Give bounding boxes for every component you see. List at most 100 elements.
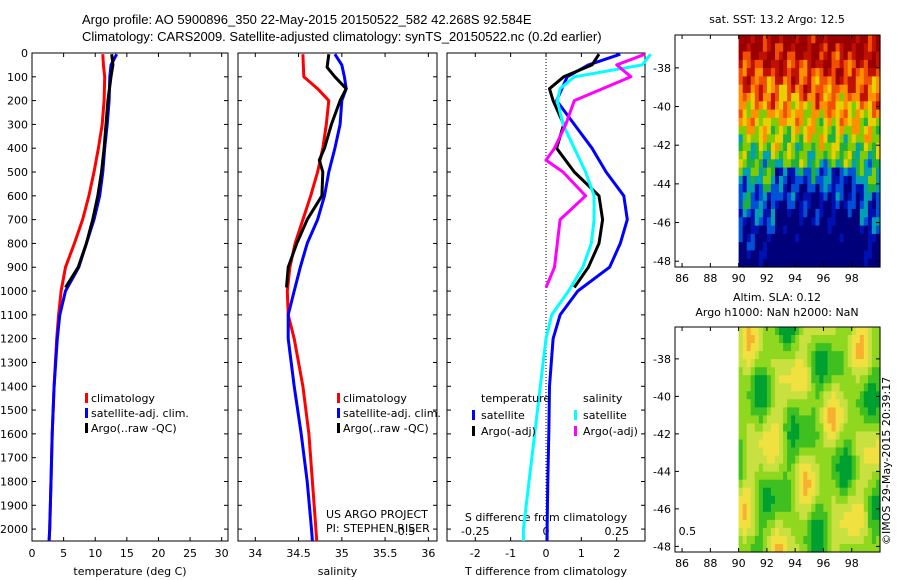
heat-cell [807,159,812,169]
heat-cell [762,479,768,489]
heat-cell [803,167,808,177]
heat-cell [742,93,748,102]
heat-cell [758,258,764,268]
heat-cell [843,343,849,352]
heat-cell [815,527,820,537]
heat-cell [831,495,837,505]
heat-cell [819,351,824,360]
heat-cell [783,359,788,368]
heat-cell [871,544,877,553]
heat-cell [787,76,792,86]
heat-cell [770,126,776,135]
heat-cell [815,455,820,465]
heat-cell [791,503,796,513]
heat-cell [754,184,760,193]
heat-cell [750,233,756,243]
heat-cell [762,84,768,94]
heat-cell [775,495,780,505]
heat-cell [766,519,772,529]
heat-cell [843,327,849,336]
heat-cell [762,487,768,497]
heat-cell [791,167,796,177]
heat-cell [799,544,804,553]
heat-cell [779,142,784,152]
heat-cell [871,391,877,400]
heat-cell [831,423,837,432]
heat-cell [847,258,853,268]
heat-cell [863,142,869,152]
heat-cell [831,233,837,243]
heat-cell [859,93,865,102]
heat-cell [815,479,820,489]
heat-cell [819,503,824,513]
heat-cell [851,391,857,400]
difference-panel: -2 -1 0 1 2T difference from climatology-0.5… [394,52,696,578]
heat-cell [754,495,760,505]
heat-cell [762,439,768,449]
heat-cell [791,117,796,127]
heat-cell [855,126,861,135]
heat-cell [770,367,776,376]
heat-cell [742,343,748,352]
heat-cell [819,209,824,218]
heat-cell [795,217,800,227]
heat-cell [855,351,861,360]
heat-cell [819,535,824,545]
heat-cell [807,200,812,210]
heat-cell [815,200,820,210]
heat-cell [815,519,820,529]
heat-cell [787,250,792,260]
heat-cell [855,35,861,44]
heat-cell [839,479,845,489]
heat-cell [876,159,881,169]
heat-cell [831,439,837,449]
heat-cell [855,511,861,521]
heat-cell [762,335,768,344]
y-tick-label: -42 [653,428,671,441]
heat-cell [738,101,744,111]
heat-cell [758,159,764,169]
heat-cell [738,479,744,489]
heat-cell [827,447,833,457]
heat-cell [799,192,804,202]
heat-cell [847,233,853,243]
heat-cell [791,93,796,102]
heat-cell [835,439,841,449]
heat-cell [783,51,788,61]
heat-cell [799,43,804,53]
heat-cell [803,479,808,489]
heat-cell [738,93,744,102]
heat-cell [823,359,828,368]
heat-cell [775,343,780,352]
heat-cell [827,431,833,441]
salinity-panel: 34 34.5 35 35.5 36salinityclimatologysatelli… [237,52,441,578]
heat-cell [738,367,744,376]
heat-cell [863,343,869,352]
heat-cell [750,109,756,119]
heat-cell [775,109,780,119]
heat-cell [867,383,873,392]
heat-cell [738,399,744,408]
heat-cell [843,447,849,457]
heat-cell [746,343,752,352]
heat-cell [843,192,849,202]
heat-cell [783,134,788,144]
heat-cell [831,471,837,481]
heat-cell [876,101,881,111]
heat-cell [766,126,772,135]
heat-cell [807,151,812,160]
heat-cell [803,126,808,135]
heat-cell [758,242,764,251]
heat-cell [855,167,861,177]
y-tick-label: 0 [21,47,28,60]
heat-cell [831,93,837,102]
heat-cell [851,487,857,497]
heat-cell [847,35,853,44]
heat-cell [770,447,776,457]
heat-cell [799,351,804,360]
heat-cell [754,471,760,481]
heat-cell [807,142,812,152]
heat-cell [803,391,808,400]
heat-cell [766,383,772,392]
